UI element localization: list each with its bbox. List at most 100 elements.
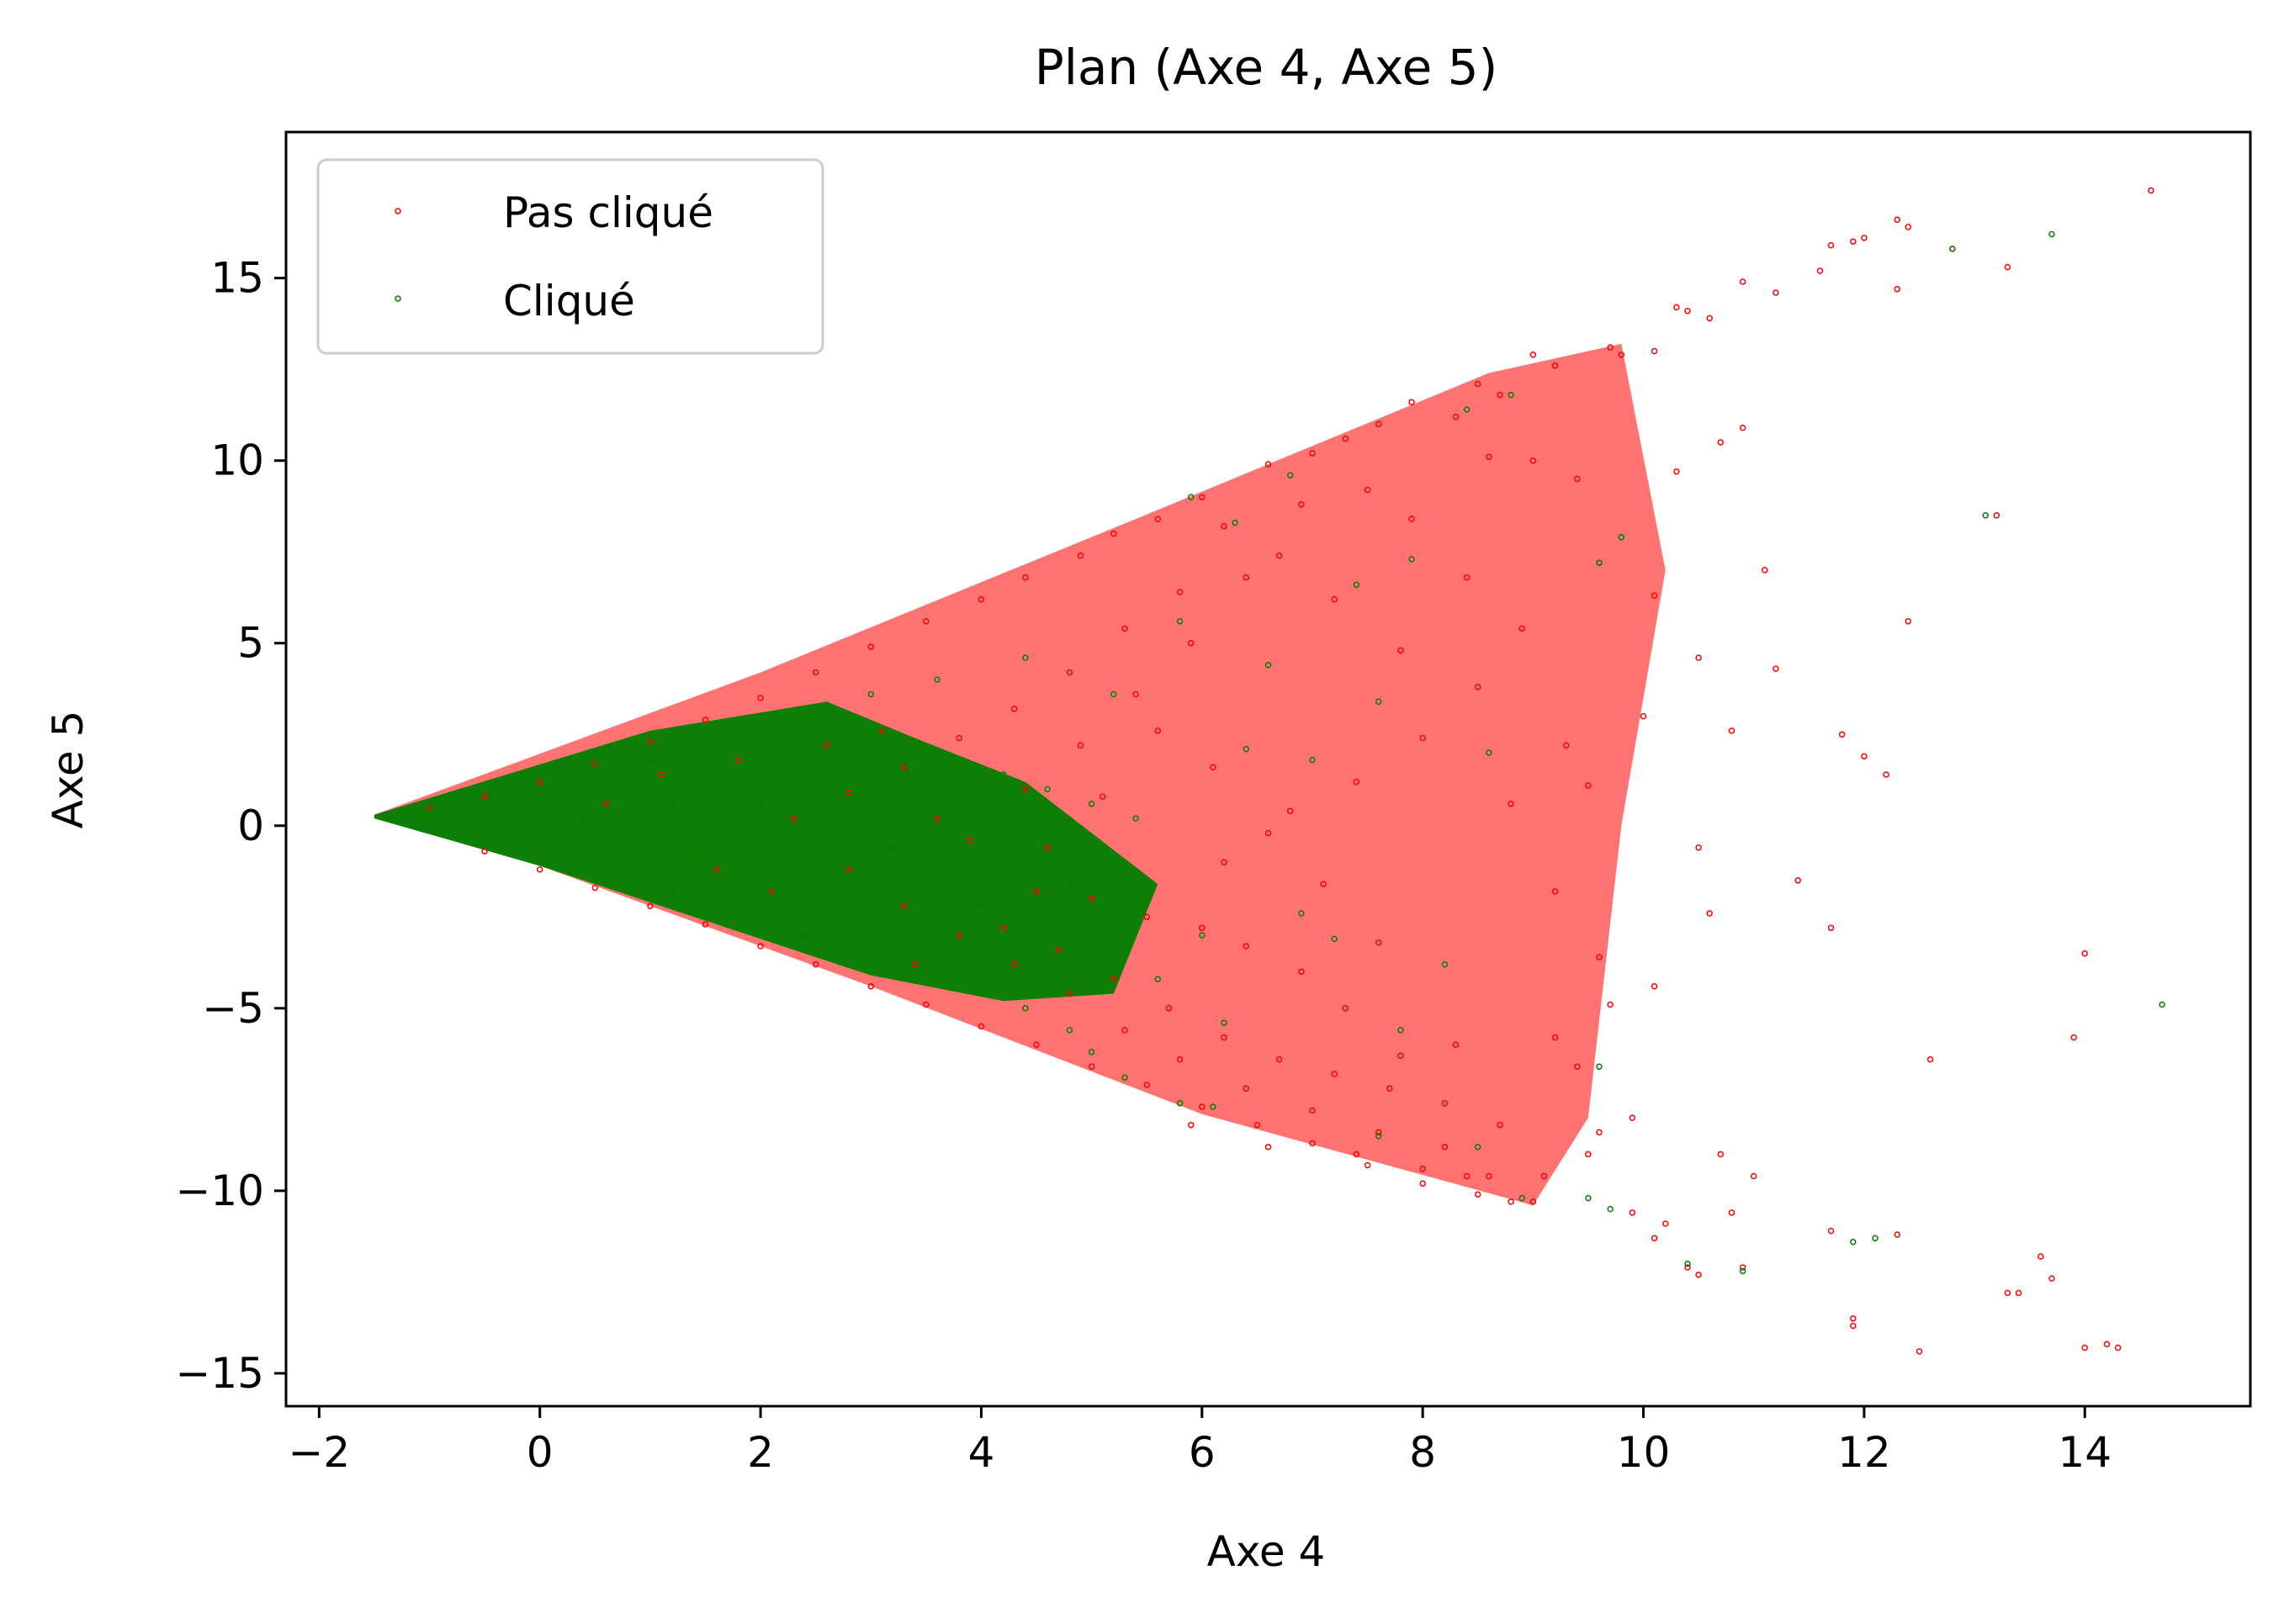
point-pas-clique [1264,829,1272,837]
x-tick-label: 4 [968,1428,995,1477]
point-pas-clique [1717,439,1725,446]
point-pas-clique [1486,1172,1492,1180]
point-clique [1022,654,1029,661]
point-pas-clique [1695,654,1702,661]
point-clique [1486,749,1492,756]
point-pas-clique [1419,1166,1426,1172]
point-clique [1518,1194,1525,1202]
legend-label-clique: Cliqué [503,277,635,325]
point-pas-clique [591,884,599,891]
point-clique [691,745,698,753]
point-pas-clique [1993,512,2000,519]
point-clique [911,749,919,756]
point-pas-clique [2015,1289,2022,1297]
point-pas-clique [1651,1235,1658,1242]
point-pas-clique [923,1001,930,1008]
point-pas-clique [1331,1071,1338,1077]
point-pas-clique [1110,976,1117,982]
y-tick-label: 5 [237,619,264,668]
point-pas-clique [647,738,654,745]
point-clique [956,954,962,960]
y-tick-label: −15 [175,1349,264,1398]
point-clique [1298,910,1305,917]
point-pas-clique [1375,939,1382,946]
point-pas-clique [1905,617,1912,625]
point-pas-clique [1419,734,1426,742]
point-pas-clique [845,789,852,796]
point-clique [867,902,875,910]
point-pas-clique [1607,344,1614,351]
point-pas-clique [1529,352,1537,358]
point-pas-clique [1551,362,1559,369]
point-pas-clique [1397,1052,1404,1060]
point-clique [1474,1144,1481,1151]
point-pas-clique [1762,567,1768,574]
point-pas-clique [1486,453,1492,461]
point-clique [426,812,433,818]
point-pas-clique [1717,1151,1725,1158]
point-clique [956,756,962,764]
point-pas-clique [1298,968,1305,976]
point-pas-clique [1077,552,1084,559]
x-tick-label: 2 [747,1428,774,1477]
x-tick-label: 14 [2058,1428,2112,1477]
point-clique [470,793,477,800]
point-clique [824,888,830,895]
point-clique [1176,1099,1184,1107]
point-clique [1044,990,1051,997]
point-pas-clique [967,837,974,844]
point-pas-clique [1651,592,1658,600]
point-clique [1110,690,1117,698]
y-tick-label: 15 [210,254,264,303]
point-clique [934,873,941,881]
point-clique [1264,662,1272,669]
y-tick-label: −5 [202,984,264,1033]
point-pas-clique [1474,380,1481,388]
point-pas-clique [1673,468,1680,475]
point-pas-clique [1684,1264,1691,1271]
point-pas-clique [1894,1231,1900,1238]
point-clique [1286,472,1294,479]
point-clique [514,815,522,822]
point-pas-clique [812,960,819,968]
point-pas-clique [790,815,798,822]
point-clique [934,676,941,683]
y-tick-label: 0 [237,801,264,850]
point-pas-clique [1121,625,1128,632]
point-pas-clique [1143,1082,1150,1088]
point-clique [1508,391,1514,399]
point-clique [757,917,764,924]
point-pas-clique [1176,1055,1184,1063]
point-pas-clique [1551,1034,1559,1041]
point-pas-clique [647,902,654,910]
point-pas-clique [2103,1341,2111,1347]
point-pas-clique [1375,1129,1382,1136]
point-clique [1739,1267,1746,1275]
point-pas-clique [934,815,941,822]
x-axis-label: Axe 4 [1207,1527,1326,1576]
point-pas-clique [1441,1144,1449,1151]
point-pas-clique [1033,1041,1040,1048]
point-clique [1132,815,1139,822]
point-clique [647,756,654,764]
point-clique [1596,559,1603,566]
plot-area-frame [284,130,2252,1408]
point-pas-clique [1695,844,1702,851]
point-pas-clique [1596,1129,1603,1136]
point-pas-clique [1022,786,1029,793]
point-pas-clique [1739,424,1746,431]
point-clique [1982,512,1989,519]
point-pas-clique [1651,983,1658,990]
point-pas-clique [1773,289,1779,296]
point-clique [1309,756,1316,764]
point-clique [1375,1133,1382,1140]
point-pas-clique [1816,267,1824,274]
point-clique [1066,1027,1073,1034]
point-clique [536,844,543,851]
point-pas-clique [2114,1344,2122,1352]
point-pas-clique [1529,1198,1537,1205]
legend-marker-pas-clique [395,208,401,214]
point-clique [669,800,676,807]
point-clique [1331,935,1338,943]
point-pas-clique [1221,1034,1227,1041]
